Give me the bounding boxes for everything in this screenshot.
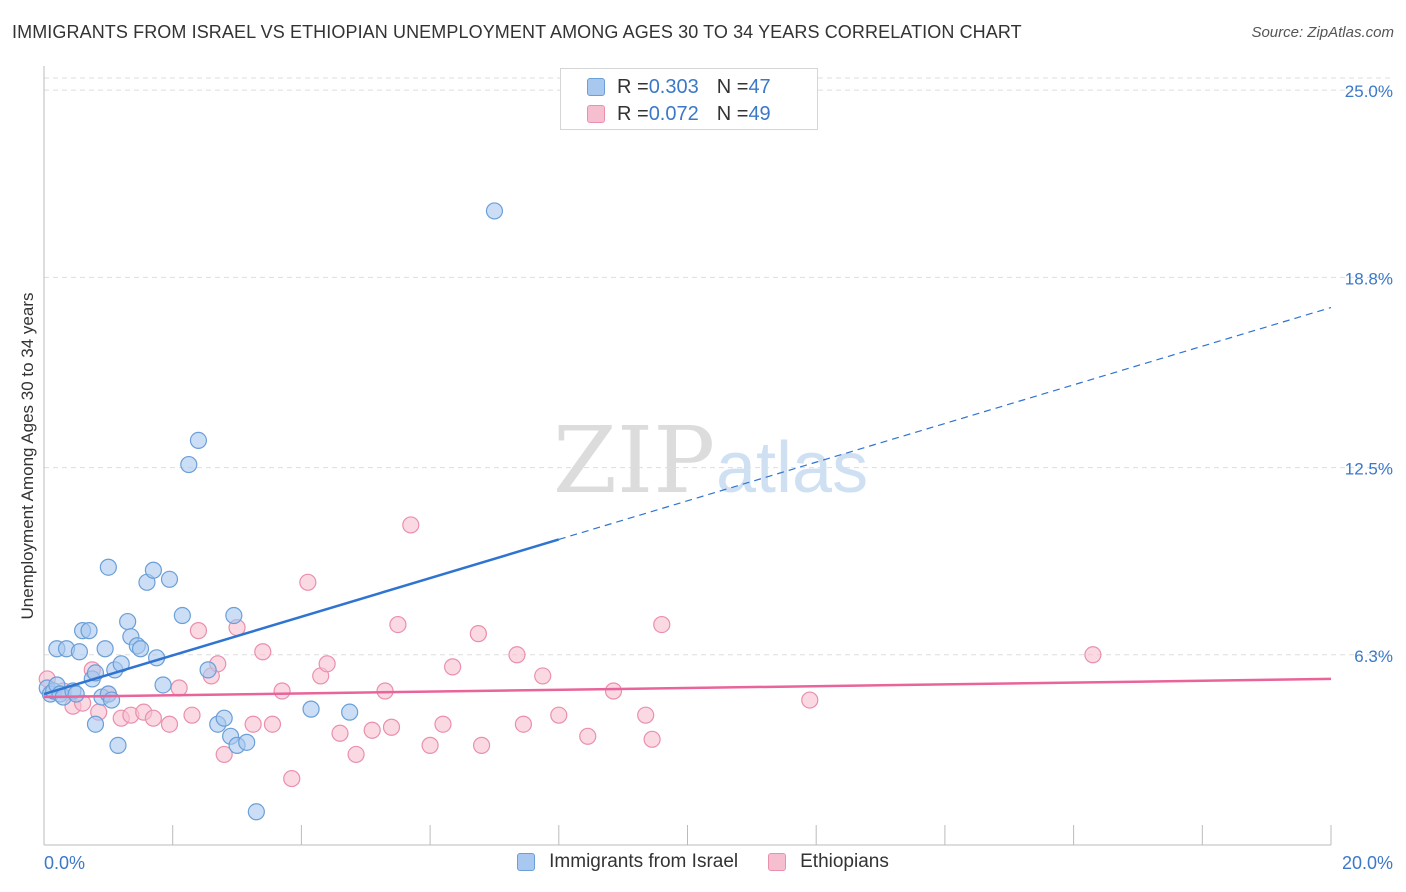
ethiopian-point <box>801 691 819 709</box>
legend-r-label: R = <box>617 75 649 98</box>
ethiopian-point <box>170 679 188 697</box>
israel-point <box>247 803 265 821</box>
ethiopian-point <box>160 715 179 733</box>
legend-n-label: N = <box>716 75 749 98</box>
israel-point <box>96 640 114 658</box>
ethiopian-trend-line <box>43 677 1332 699</box>
israel-point <box>67 685 85 703</box>
ethiopian-point <box>283 769 301 788</box>
watermark-zip: ZIP <box>553 407 715 514</box>
legend-swatch-israel <box>587 78 605 96</box>
ethiopian-point <box>363 721 381 739</box>
ethiopian-point <box>382 718 401 736</box>
legend-row-israel: R = 0.303 N = 47 <box>587 75 771 99</box>
legend-r-value-ethiopians: 0.072 <box>648 102 699 125</box>
legend-r-label: R = <box>617 102 649 125</box>
ethiopian-point <box>215 745 233 764</box>
israel-point <box>238 733 256 751</box>
y-tick-label: 6.3% <box>1354 647 1393 666</box>
israel-point <box>160 570 179 588</box>
israel-point <box>225 606 243 625</box>
ethiopian-point <box>144 709 162 727</box>
ethiopian-point <box>637 706 655 724</box>
ethiopian-point <box>534 667 552 685</box>
ethiopian-point <box>472 736 491 754</box>
ethiopian-point <box>389 615 407 634</box>
israel-point <box>70 643 88 661</box>
israel-point <box>180 455 198 474</box>
source-credit: Source: ZipAtlas.com <box>1251 24 1394 41</box>
israel-point <box>215 709 233 727</box>
israel-point <box>173 606 191 625</box>
series-swatch-ethiopians <box>768 853 787 871</box>
ethiopian-point <box>434 715 452 733</box>
chart-title: IMMIGRANTS FROM ISRAEL VS ETHIOPIAN UNEM… <box>12 22 1022 42</box>
ethiopian-point <box>604 682 623 700</box>
ethiopian-point <box>331 724 349 742</box>
israel-point <box>109 736 127 754</box>
x-tick-label-max: 20.0% <box>1342 853 1393 873</box>
ethiopian-point <box>444 658 462 676</box>
legend-n-value-ethiopians: 49 <box>748 102 771 125</box>
y-tick-label: 18.8% <box>1345 269 1393 288</box>
ethiopian-point <box>318 655 336 673</box>
ethiopian-point <box>254 643 272 661</box>
legend-r-value-israel: 0.303 <box>648 75 699 98</box>
israel-trend-line-projected <box>558 306 1332 541</box>
series-legend-ethiopians[interactable]: Ethiopians <box>768 851 889 873</box>
ethiopian-point <box>653 615 671 634</box>
israel-point <box>189 431 208 450</box>
israel-point <box>302 700 320 718</box>
series-label-israel: Immigrants from Israel <box>549 851 739 872</box>
ethiopian-point <box>273 682 291 700</box>
israel-point <box>144 561 162 579</box>
ethiopian-point <box>514 715 533 733</box>
israel-point <box>154 676 172 694</box>
israel-point <box>341 703 359 721</box>
ethiopian-point <box>421 736 439 754</box>
legend-n-value-israel: 47 <box>748 75 771 98</box>
ethiopian-point <box>263 715 282 733</box>
legend-swatch-ethiopians <box>587 105 605 123</box>
israel-point <box>102 691 121 709</box>
legend-n-label: N = <box>716 102 749 125</box>
series-legend: Immigrants from Israel Ethiopians <box>0 851 1406 873</box>
israel-point <box>485 202 504 220</box>
israel-point <box>119 612 137 631</box>
ethiopian-point <box>299 573 317 591</box>
ethiopian-point <box>643 730 661 748</box>
ethiopian-point <box>508 646 526 664</box>
series-label-ethiopians: Ethiopians <box>800 851 889 872</box>
ethiopian-point <box>189 622 208 640</box>
israel-point <box>99 558 117 576</box>
ethiopian-point <box>244 715 262 733</box>
israel-point <box>199 661 217 679</box>
ethiopian-point <box>579 727 597 745</box>
ethiopian-point <box>469 625 487 643</box>
legend-row-ethiopians: R = 0.072 N = 49 <box>587 102 771 126</box>
series-swatch-israel <box>517 853 536 871</box>
ethiopian-point <box>183 706 201 724</box>
ethiopian-point <box>347 745 365 764</box>
y-tick-label: 25.0% <box>1345 82 1393 101</box>
y-tick-label: 12.5% <box>1345 460 1393 479</box>
israel-trend-line <box>43 538 560 696</box>
ethiopian-point <box>402 516 420 534</box>
stats-legend: R = 0.303 N = 47 R = 0.072 N = 49 <box>560 68 818 130</box>
israel-point <box>86 715 105 733</box>
x-tick-label-min: 0.0% <box>44 853 85 873</box>
israel-point <box>80 622 98 640</box>
israel-point <box>131 640 150 658</box>
series-legend-israel[interactable]: Immigrants from Israel <box>517 851 738 873</box>
ethiopian-point <box>1084 646 1102 664</box>
ethiopian-point <box>550 706 568 724</box>
